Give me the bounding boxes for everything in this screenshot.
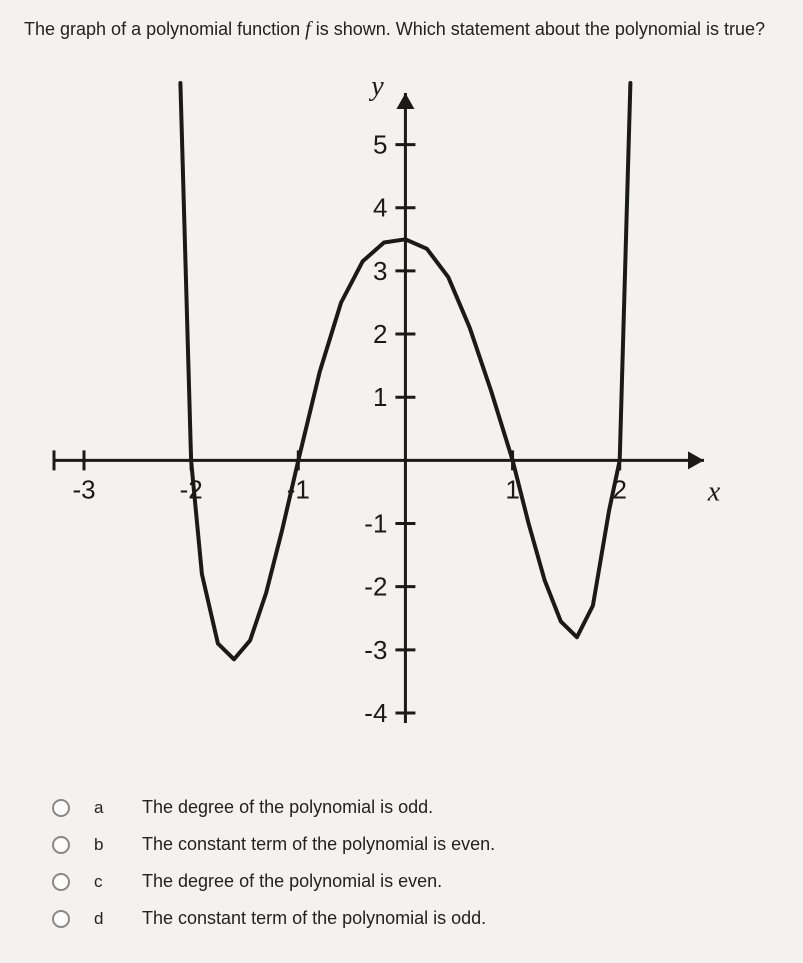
svg-text:2: 2 <box>373 319 387 349</box>
option-c-letter: c <box>94 872 122 892</box>
option-d-row: d The constant term of the polynomial is… <box>52 908 779 929</box>
option-d-letter: d <box>94 909 122 929</box>
svg-text:-4: -4 <box>364 698 387 728</box>
option-b-radio[interactable] <box>52 836 70 854</box>
option-c-radio[interactable] <box>52 873 70 891</box>
option-a-row: a The degree of the polynomial is odd. <box>52 797 779 818</box>
question-text: The graph of a polynomial function f is … <box>24 18 779 41</box>
svg-text:-3: -3 <box>364 635 387 665</box>
option-a-text: The degree of the polynomial is odd. <box>142 797 433 818</box>
svg-text:4: 4 <box>373 193 387 223</box>
option-b-text: The constant term of the polynomial is e… <box>142 834 495 855</box>
svg-text:5: 5 <box>373 130 387 160</box>
svg-text:3: 3 <box>373 256 387 286</box>
option-a-radio[interactable] <box>52 799 70 817</box>
svg-text:x: x <box>707 476 721 507</box>
question-suffix: is shown. Which statement about the poly… <box>316 19 765 39</box>
option-c-row: c The degree of the polynomial is even. <box>52 871 779 892</box>
option-b-letter: b <box>94 835 122 855</box>
option-d-radio[interactable] <box>52 910 70 928</box>
svg-text:-3: -3 <box>72 474 95 504</box>
question-prefix: The graph of a polynomial function <box>24 19 305 39</box>
svg-text:-2: -2 <box>364 572 387 602</box>
svg-text:-1: -1 <box>364 509 387 539</box>
option-a-letter: a <box>94 798 122 818</box>
svg-text:1: 1 <box>373 382 387 412</box>
option-c-text: The degree of the polynomial is even. <box>142 871 442 892</box>
question-variable: f <box>305 18 311 40</box>
polynomial-graph: -3-2-112-4-3-2-112345xy <box>24 53 744 773</box>
option-d-text: The constant term of the polynomial is o… <box>142 908 486 929</box>
option-b-row: b The constant term of the polynomial is… <box>52 834 779 855</box>
chart-svg: -3-2-112-4-3-2-112345xy <box>24 53 744 773</box>
answer-options: a The degree of the polynomial is odd. b… <box>24 797 779 929</box>
svg-text:y: y <box>368 71 384 102</box>
